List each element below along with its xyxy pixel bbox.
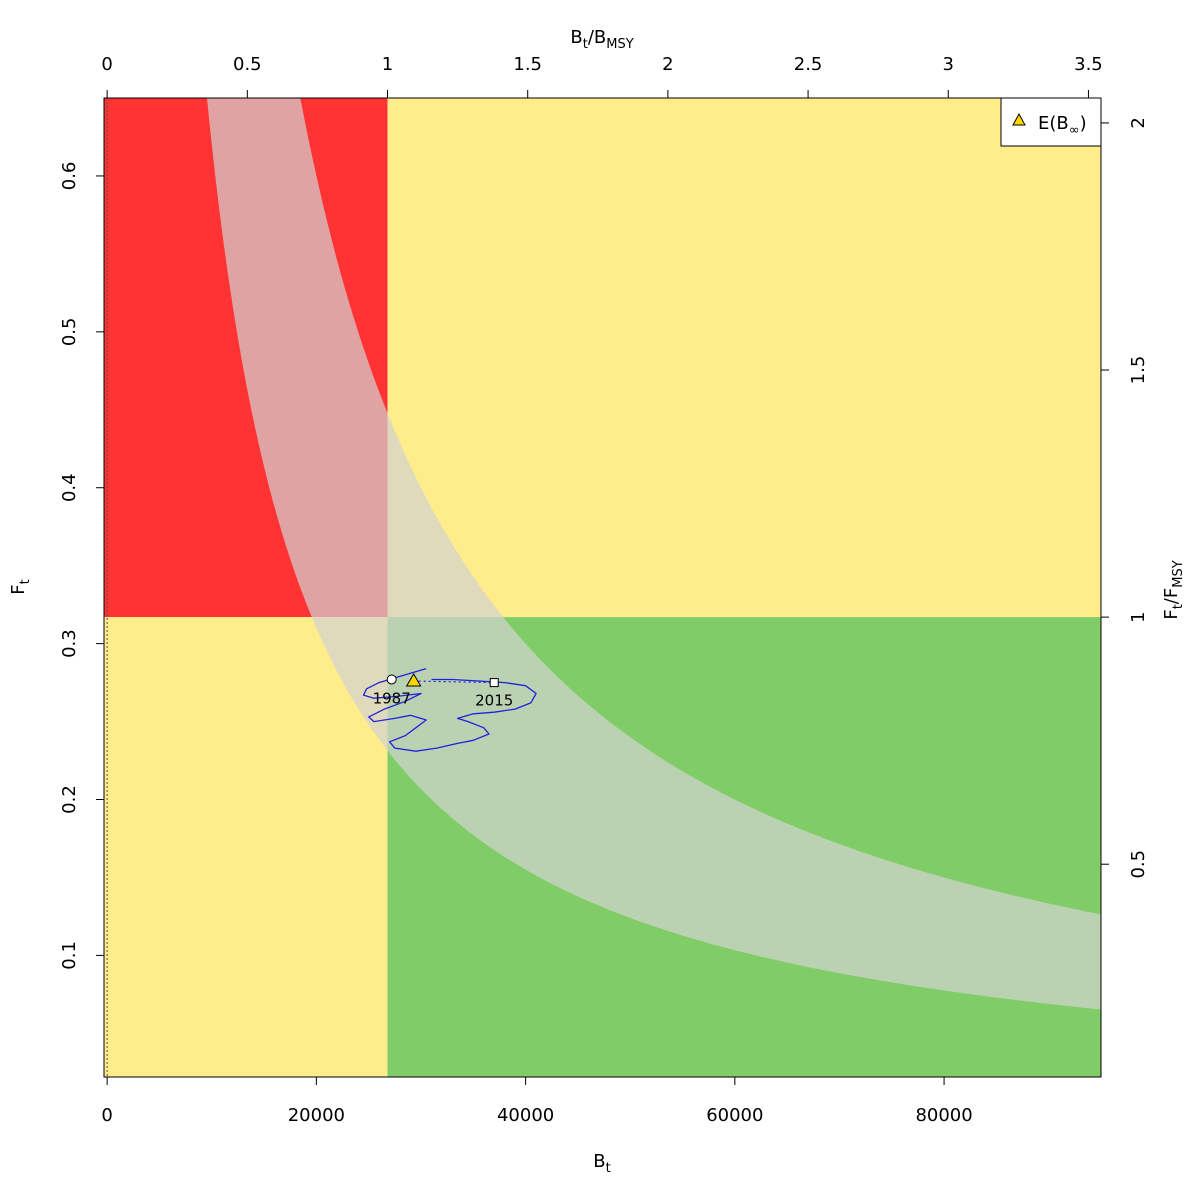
right-axis: 0.5 1 1.5 2 <box>1101 117 1149 879</box>
x-tick-label: 60000 <box>706 1105 763 1126</box>
x-axis: 0 20000 40000 60000 80000 <box>101 1077 973 1126</box>
y-tick-label: 0.2 <box>59 785 80 814</box>
legend-box <box>1000 97 1102 147</box>
top-axis: 0 0.5 1 1.5 2 2.5 3 3.5 <box>101 54 1103 98</box>
top-tick-label: 0.5 <box>233 54 262 75</box>
projection-line <box>413 680 495 684</box>
end-year-label: 2015 <box>475 692 513 710</box>
top-tick-label: 0 <box>101 54 112 75</box>
y-tick-label: 0.5 <box>59 318 80 347</box>
overfishing-zone <box>387 98 1101 618</box>
start-year-label: 1987 <box>373 689 411 707</box>
x-tick-label: 0 <box>101 1105 112 1126</box>
top-axis-label: Bt/BMSY <box>570 27 633 52</box>
top-tick-label: 1 <box>382 54 393 75</box>
right-tick-label: 0.5 <box>1128 850 1149 879</box>
overfished-zone <box>104 617 388 1077</box>
plot-frame <box>103 97 1102 1078</box>
x-tick-label: 20000 <box>288 1105 345 1126</box>
top-tick-label: 1.5 <box>513 54 542 75</box>
top-tick-label: 3 <box>943 54 954 75</box>
status-zones <box>104 98 1101 1077</box>
legend-label: E(B∞) <box>1038 113 1087 138</box>
trajectory-line <box>362 667 537 752</box>
x-tick-label: 40000 <box>497 1105 554 1126</box>
right-tick-label: 1.5 <box>1128 356 1149 385</box>
x-axis-label: Bt <box>593 1151 610 1176</box>
top-tick-label: 3.5 <box>1074 54 1103 75</box>
top-tick-label: 2.5 <box>794 54 823 75</box>
y-tick-label: 0.3 <box>59 629 80 658</box>
legend-triangle-icon <box>1012 112 1026 126</box>
end-point <box>489 678 499 688</box>
msy-band <box>206 98 1101 1010</box>
right-tick-label: 2 <box>1128 117 1149 128</box>
y-tick-label: 0.4 <box>59 473 80 502</box>
y-axis-label: Ft <box>8 579 33 594</box>
right-axis-label: Ft/FMSY <box>1161 560 1186 619</box>
y-tick-label: 0.1 <box>59 941 80 970</box>
right-tick-label: 1 <box>1128 611 1149 622</box>
legend: E(B∞) <box>1000 97 1102 147</box>
start-point <box>386 674 397 685</box>
x-tick-label: 80000 <box>915 1105 972 1126</box>
y-tick-label: 0.6 <box>59 162 80 191</box>
trajectory-layer <box>362 667 537 752</box>
y-axis: 0.1 0.2 0.3 0.4 0.5 0.6 <box>59 162 104 970</box>
expected-equilibrium-point <box>405 673 422 687</box>
top-tick-label: 2 <box>662 54 673 75</box>
